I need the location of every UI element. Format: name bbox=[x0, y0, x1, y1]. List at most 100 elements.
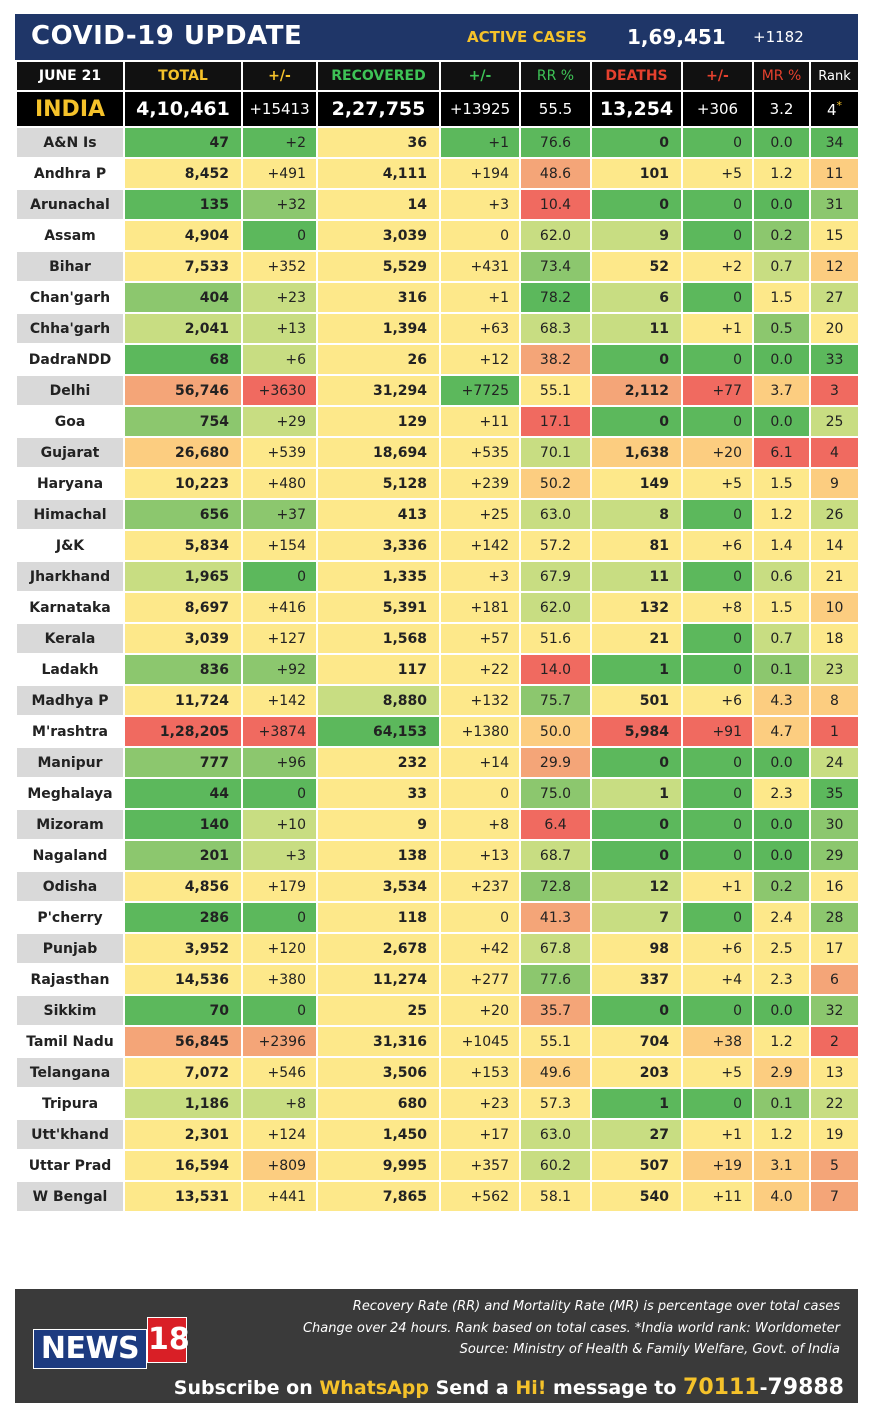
cell-recovered-change: +11 bbox=[439, 405, 521, 438]
cell-total: 656 bbox=[123, 498, 243, 531]
cell-deaths: 1,638 bbox=[590, 436, 683, 469]
cell-total-change: +13 bbox=[241, 312, 318, 345]
cell-rank: 11 bbox=[809, 157, 860, 190]
cell-recovered: 3,039 bbox=[316, 219, 441, 252]
cell-total: 14,536 bbox=[123, 963, 243, 996]
cell-deaths-change: 0 bbox=[681, 1087, 754, 1120]
cell-mr: 1.2 bbox=[752, 498, 811, 531]
cell-recovered-change: +1 bbox=[439, 281, 521, 314]
cell-deaths-change: 0 bbox=[681, 994, 754, 1027]
table-row: Kerala 3,039 +127 1,568 +57 51.6 21 0 0.7 18 bbox=[15, 622, 860, 655]
cell-recovered-change: +12 bbox=[439, 343, 521, 376]
cell-recovered-change: 0 bbox=[439, 901, 521, 934]
cell-total: 7,533 bbox=[123, 250, 243, 283]
state-name: Himachal bbox=[15, 498, 125, 531]
cell-recovered: 25 bbox=[316, 994, 441, 1027]
cell-recovered-change: +3 bbox=[439, 560, 521, 593]
cell-deaths-change: 0 bbox=[681, 901, 754, 934]
cell-deaths: 0 bbox=[590, 126, 683, 159]
active-cases-label: ACTIVE CASES bbox=[467, 28, 587, 46]
state-name: Odisha bbox=[15, 870, 125, 903]
cell-total: 1,28,205 bbox=[123, 715, 243, 748]
cell-rank: 35 bbox=[809, 777, 860, 810]
table-row: Uttar Prad 16,594 +809 9,995 +357 60.2 507 +19 3… bbox=[15, 1149, 860, 1182]
cell-total-change: 0 bbox=[241, 901, 318, 934]
state-name: Bihar bbox=[15, 250, 125, 283]
cell-rr: 29.9 bbox=[519, 746, 592, 779]
cell-deaths-change: +5 bbox=[681, 467, 754, 500]
state-name: Kerala bbox=[15, 622, 125, 655]
cell-rank: 3 bbox=[809, 374, 860, 407]
cell-recovered: 316 bbox=[316, 281, 441, 314]
cell-deaths-change: +19 bbox=[681, 1149, 754, 1182]
cell-recovered-change: +153 bbox=[439, 1056, 521, 1089]
cell-rr: 51.6 bbox=[519, 622, 592, 655]
cell-deaths: 101 bbox=[590, 157, 683, 190]
cell-mr: 2.4 bbox=[752, 901, 811, 934]
cell-deaths: 7 bbox=[590, 901, 683, 934]
cell-rr: 49.6 bbox=[519, 1056, 592, 1089]
cell-total-change: +2 bbox=[241, 126, 318, 159]
india-recovered-change: +13925 bbox=[439, 90, 521, 128]
cell-total-change: +179 bbox=[241, 870, 318, 903]
total-change-header: +/- bbox=[241, 60, 318, 92]
table-row: W Bengal 13,531 +441 7,865 +562 58.1 540 +11 4.0… bbox=[15, 1180, 860, 1213]
cell-total-change: +154 bbox=[241, 529, 318, 562]
cell-rr: 41.3 bbox=[519, 901, 592, 934]
cell-recovered-change: +357 bbox=[439, 1149, 521, 1182]
cell-rank: 10 bbox=[809, 591, 860, 624]
cell-mr: 0.0 bbox=[752, 746, 811, 779]
cell-recovered: 4,111 bbox=[316, 157, 441, 190]
cell-total-change: +480 bbox=[241, 467, 318, 500]
cell-total-change: +92 bbox=[241, 653, 318, 686]
cell-rank: 30 bbox=[809, 808, 860, 841]
cell-total: 47 bbox=[123, 126, 243, 159]
cell-recovered: 31,316 bbox=[316, 1025, 441, 1058]
cell-total: 1,965 bbox=[123, 560, 243, 593]
cell-rank: 24 bbox=[809, 746, 860, 779]
footer-note-change: Change over 24 hours. Rank based on tota… bbox=[302, 1321, 840, 1336]
cell-rr: 6.4 bbox=[519, 808, 592, 841]
cell-recovered-change: +63 bbox=[439, 312, 521, 345]
cell-rr: 68.3 bbox=[519, 312, 592, 345]
cell-rr: 72.8 bbox=[519, 870, 592, 903]
cell-rank: 25 bbox=[809, 405, 860, 438]
cell-mr: 1.5 bbox=[752, 281, 811, 314]
cell-total-change: +120 bbox=[241, 932, 318, 965]
cell-recovered: 1,568 bbox=[316, 622, 441, 655]
rr-header: RR % bbox=[519, 60, 592, 92]
cell-total: 1,186 bbox=[123, 1087, 243, 1120]
cell-rank: 8 bbox=[809, 684, 860, 717]
cell-recovered: 129 bbox=[316, 405, 441, 438]
news18-logo: NEWS 18 bbox=[33, 1317, 190, 1371]
cell-total-change: +416 bbox=[241, 591, 318, 624]
cell-deaths-change: 0 bbox=[681, 560, 754, 593]
cell-deaths: 0 bbox=[590, 746, 683, 779]
cell-deaths: 9 bbox=[590, 219, 683, 252]
cell-total-change: +491 bbox=[241, 157, 318, 190]
header-row: JUNE 21 TOTAL +/- RECOVERED +/- RR % DEA… bbox=[15, 60, 860, 92]
cell-recovered: 3,534 bbox=[316, 870, 441, 903]
cell-deaths-change: +6 bbox=[681, 932, 754, 965]
cell-total: 13,531 bbox=[123, 1180, 243, 1213]
cell-deaths-change: +11 bbox=[681, 1180, 754, 1213]
cell-rank: 4 bbox=[809, 436, 860, 469]
state-name: Mizoram bbox=[15, 808, 125, 841]
cell-total: 4,904 bbox=[123, 219, 243, 252]
cell-rr: 75.7 bbox=[519, 684, 592, 717]
state-name: Andhra P bbox=[15, 157, 125, 190]
cell-deaths-change: 0 bbox=[681, 188, 754, 221]
date-header: JUNE 21 bbox=[15, 60, 125, 92]
cell-total: 56,746 bbox=[123, 374, 243, 407]
cell-deaths: 0 bbox=[590, 343, 683, 376]
deaths-change-header: +/- bbox=[681, 60, 754, 92]
table-row: Odisha 4,856 +179 3,534 +237 72.8 12 +1 0.2 16 bbox=[15, 870, 860, 903]
india-recovered: 2,27,755 bbox=[316, 90, 441, 128]
table-row: DadraNDD 68 +6 26 +12 38.2 0 0 0.0 33 bbox=[15, 343, 860, 376]
cell-mr: 0.1 bbox=[752, 653, 811, 686]
cell-rr: 62.0 bbox=[519, 591, 592, 624]
table-row: P'cherry 286 0 118 0 41.3 7 0 2.4 28 bbox=[15, 901, 860, 934]
cell-total: 70 bbox=[123, 994, 243, 1027]
state-name: Uttar Prad bbox=[15, 1149, 125, 1182]
cell-total: 836 bbox=[123, 653, 243, 686]
